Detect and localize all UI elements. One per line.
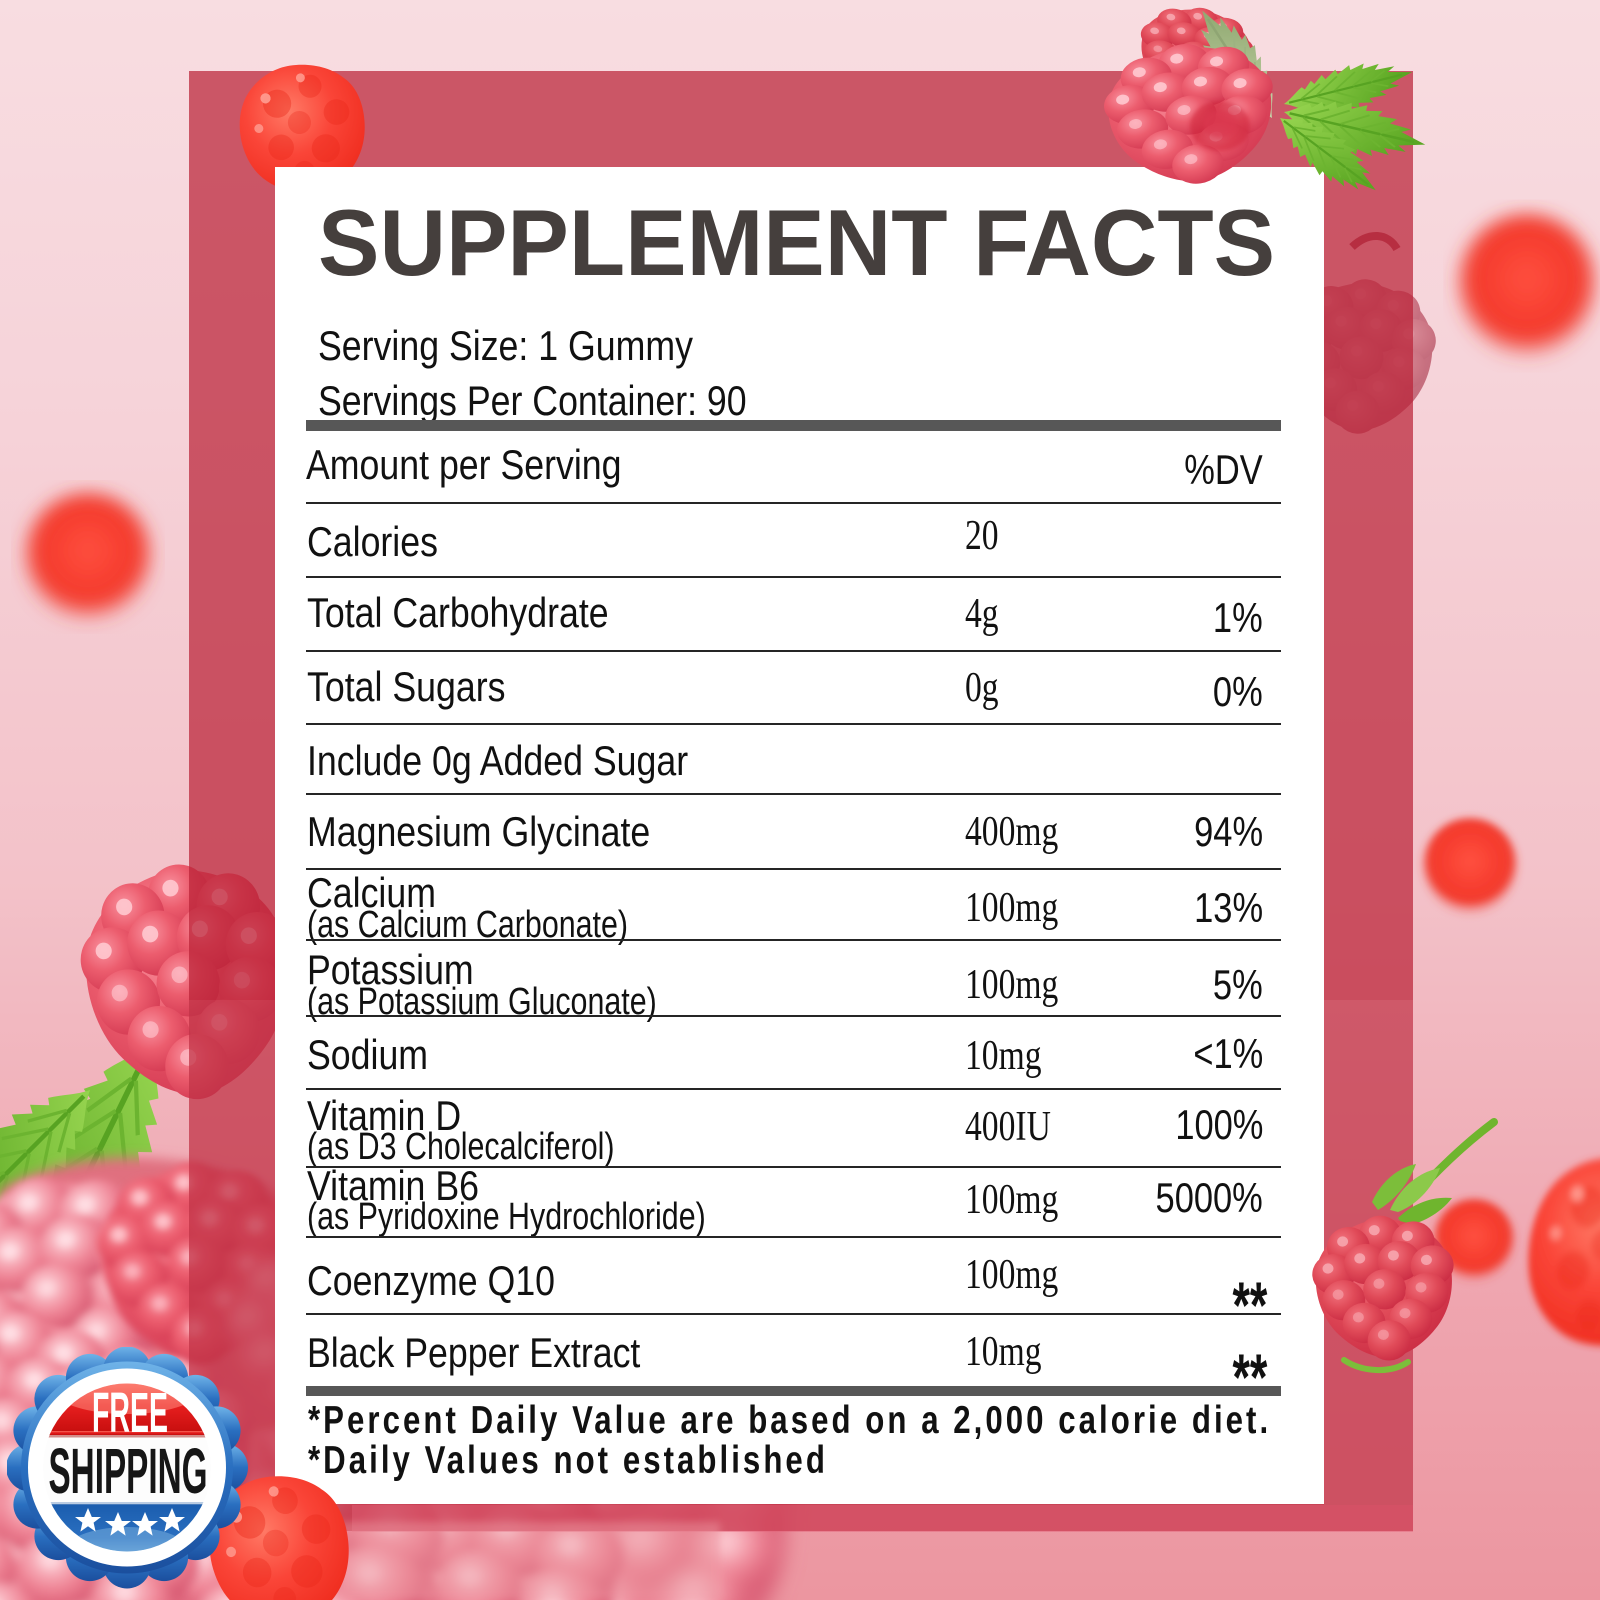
svg-text:FREE: FREE xyxy=(92,1380,168,1445)
svg-text:SHIPPING: SHIPPING xyxy=(48,1435,207,1507)
